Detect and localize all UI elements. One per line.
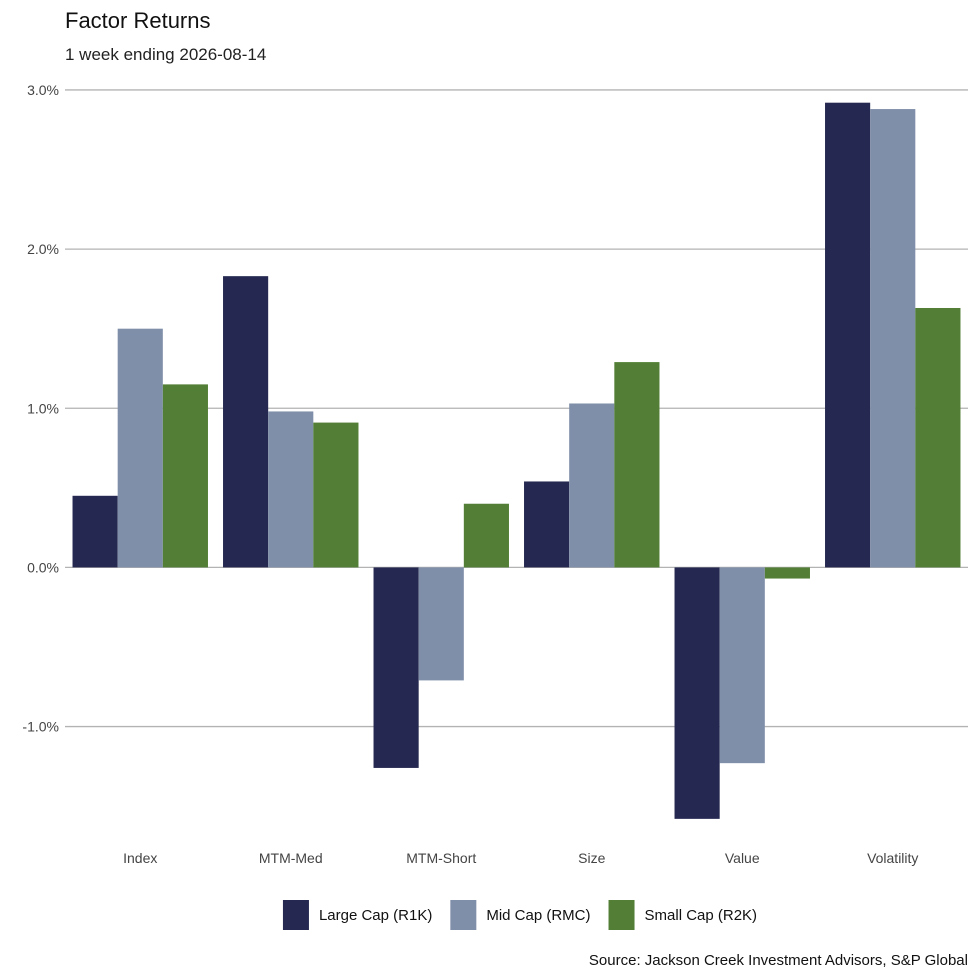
bar [719,567,765,764]
x-tick-label: Index [123,850,157,866]
legend-swatch [608,900,635,930]
y-tick-label: 2.0% [27,241,59,257]
bar [764,567,810,579]
bar [117,328,163,568]
bar [313,422,359,568]
bar [569,403,615,568]
legend-swatch [282,900,309,930]
y-tick-label: 0.0% [27,559,59,575]
chart-caption: Source: Jackson Creek Investment Advisor… [589,952,968,969]
bar [674,567,720,819]
chart-subtitle: 1 week ending 2026-08-14 [65,45,266,64]
chart-title: Factor Returns [65,8,211,33]
bar [614,362,660,568]
legend-label: Large Cap (R1K) [319,907,432,924]
bar [870,109,916,568]
legend-swatch [450,900,477,930]
bar [72,495,118,568]
bar [915,307,961,568]
x-axis-ticks: Index MTM-Med MTM-Short Size Value Volatility [123,850,918,866]
bar [223,276,269,568]
bar [524,481,570,568]
y-axis-ticks: -1.0% 0.0% 1.0% 2.0% 3.0% [22,82,59,735]
legend-label: Mid Cap (RMC) [486,907,590,924]
bar [268,411,314,568]
x-tick-label: Size [578,850,605,866]
x-tick-label: MTM-Short [406,850,476,866]
bars [72,102,961,819]
y-tick-label: 1.0% [27,400,59,416]
x-tick-label: Value [725,850,760,866]
bar [825,102,871,568]
y-tick-label: 3.0% [27,82,59,98]
legend: Large Cap (R1K) Mid Cap (RMC) Small Cap (R… [282,900,758,930]
bar [418,567,464,681]
x-tick-label: Volatility [867,850,918,866]
legend-label: Small Cap (R2K) [645,907,758,924]
bar [162,384,208,568]
gridlines [65,89,968,728]
y-tick-label: -1.0% [22,719,59,735]
bar [373,567,419,768]
x-tick-label: MTM-Med [259,850,323,866]
bar [463,503,509,568]
